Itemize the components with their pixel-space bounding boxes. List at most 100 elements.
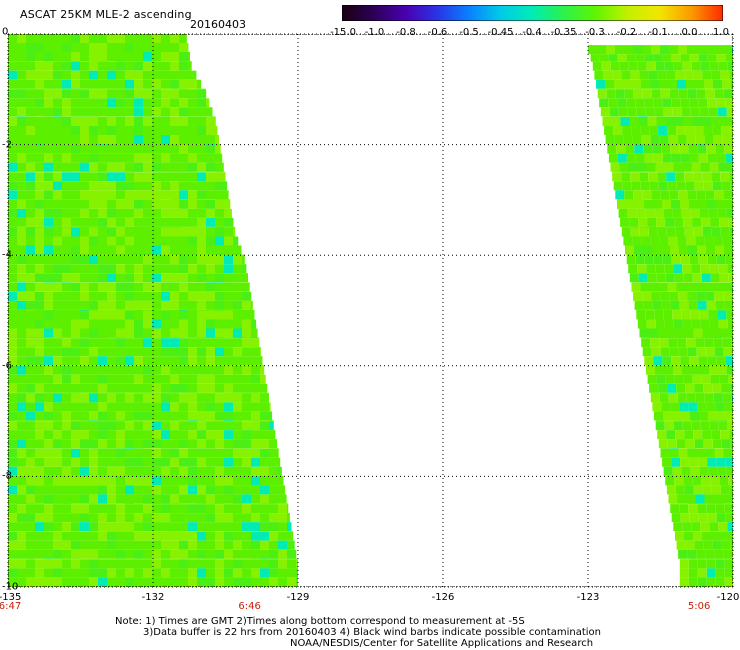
- data-cell: [134, 162, 143, 172]
- data-cell: [215, 337, 224, 339]
- data-cell: [689, 255, 699, 265]
- data-cell: [62, 374, 71, 384]
- data-cell: [251, 448, 260, 449]
- data-cell: [215, 531, 224, 532]
- data-cell: [188, 503, 197, 504]
- data-cell: [125, 568, 134, 578]
- data-cell: [612, 70, 622, 80]
- data-cell: [260, 393, 269, 403]
- data-cell: [672, 107, 682, 117]
- data-cell: [98, 89, 107, 99]
- data-cell: [80, 34, 89, 43]
- data-cell: [161, 503, 170, 504]
- data-cell: [98, 70, 107, 80]
- data-cell: [125, 365, 134, 366]
- data-cell: [152, 61, 161, 71]
- data-cell: [729, 531, 733, 541]
- data-cell: [653, 199, 662, 209]
- data-cell: [170, 319, 179, 329]
- data-cell: [62, 61, 71, 62]
- data-cell: [179, 457, 188, 467]
- data-cell: [44, 153, 53, 163]
- data-cell: [35, 226, 44, 228]
- data-cell: [125, 420, 134, 421]
- data-cell: [597, 88, 607, 90]
- data-cell: [53, 117, 62, 126]
- data-cell: [80, 476, 89, 486]
- data-cell: [242, 485, 251, 495]
- data-cell: [53, 448, 62, 458]
- data-cell: [17, 34, 26, 43]
- data-cell: [707, 54, 717, 62]
- data-cell: [620, 117, 630, 126]
- data-cell: [278, 577, 287, 587]
- data-cell: [724, 503, 733, 504]
- data-cell: [713, 236, 723, 246]
- data-cell: [35, 475, 44, 477]
- data-cell: [620, 116, 630, 117]
- data-cell: [53, 430, 62, 440]
- data-cell: [696, 88, 706, 90]
- data-cell: [179, 430, 188, 440]
- data-cell: [71, 476, 80, 486]
- data-cell: [44, 172, 53, 182]
- data-cell: [269, 531, 278, 541]
- data-cell: [287, 540, 295, 550]
- data-cell: [134, 475, 143, 477]
- data-cell: [134, 347, 143, 357]
- colorbar-tick-label: 1.0: [713, 27, 729, 38]
- data-cell: [661, 144, 671, 145]
- data-cell: [688, 586, 698, 587]
- data-cell: [701, 273, 711, 283]
- data-cell: [722, 392, 732, 394]
- data-cell: [125, 421, 134, 431]
- data-cell: [125, 171, 134, 173]
- data-cell: [152, 466, 161, 476]
- note-line-3: NOAA/NESDIS/Center for Satellite Applica…: [290, 638, 594, 649]
- data-cell: [44, 226, 53, 228]
- data-cell: [134, 208, 143, 218]
- data-cell: [716, 254, 726, 256]
- data-cell: [134, 558, 143, 560]
- data-cell: [26, 172, 35, 182]
- data-cell: [179, 420, 188, 421]
- data-cell: [80, 199, 89, 200]
- data-cell: [197, 568, 206, 578]
- data-cell: [706, 503, 716, 504]
- data-cell: [672, 310, 682, 320]
- data-cell: [179, 494, 188, 504]
- data-cell: [107, 365, 116, 366]
- data-cell: [17, 282, 26, 283]
- data-cell: [634, 199, 644, 200]
- data-cell: [125, 264, 134, 274]
- data-cell: [170, 208, 179, 218]
- data-cell: [233, 236, 239, 246]
- data-cell: [188, 337, 197, 339]
- data-cell: [676, 540, 686, 550]
- data-cell: [17, 89, 26, 99]
- data-cell: [62, 457, 71, 467]
- data-cell: [681, 310, 691, 320]
- data-cell: [53, 393, 62, 403]
- data-cell: [690, 365, 700, 366]
- data-cell: [170, 52, 179, 61]
- data-cell: [89, 402, 98, 412]
- data-cell: [636, 208, 646, 218]
- data-cell: [729, 171, 733, 173]
- data-cell: [705, 347, 715, 357]
- data-cell: [713, 494, 723, 504]
- data-cell: [161, 171, 170, 173]
- data-cell: [98, 328, 107, 338]
- data-cell: [206, 273, 215, 283]
- data-cell: [116, 107, 125, 117]
- data-cell: [206, 494, 215, 504]
- data-cell: [188, 392, 197, 394]
- data-cell: [188, 199, 197, 200]
- data-cell: [44, 420, 53, 421]
- data-cell: [125, 309, 134, 311]
- data-cell: [8, 513, 17, 523]
- data-cell: [619, 61, 629, 71]
- data-cell: [161, 43, 170, 52]
- data-cell: [53, 328, 62, 338]
- data-cell: [675, 172, 685, 182]
